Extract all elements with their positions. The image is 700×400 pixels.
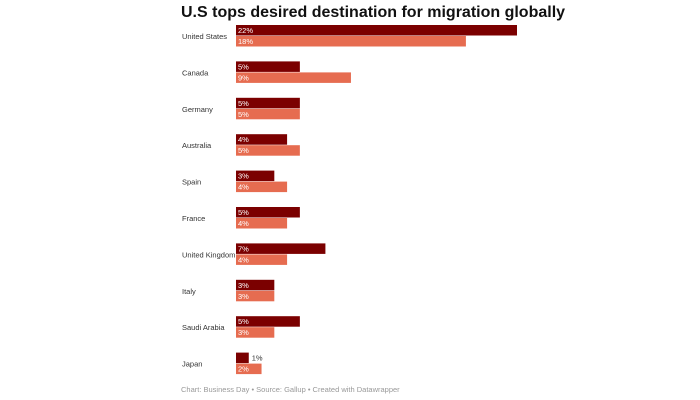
bar [236, 352, 249, 364]
bar [236, 316, 300, 327]
data-label: 22% [238, 26, 253, 35]
bar [236, 363, 262, 375]
bar [236, 170, 275, 182]
bar [236, 72, 351, 83]
data-label: 3% [238, 328, 249, 337]
data-label: 3% [238, 172, 249, 181]
bar [236, 279, 275, 291]
data-label: 5% [238, 99, 249, 108]
data-label: 4% [238, 183, 249, 192]
category-label: France [182, 214, 205, 223]
bar [236, 254, 288, 265]
bar [236, 25, 517, 36]
bar [236, 181, 288, 193]
data-label: 5% [238, 62, 249, 71]
bar [236, 36, 466, 47]
data-label: 2% [238, 365, 249, 374]
data-label: 5% [238, 317, 249, 326]
data-label: 9% [238, 73, 249, 82]
data-label: 5% [238, 110, 249, 119]
bar [236, 290, 275, 302]
category-label: Australia [182, 141, 212, 150]
data-label: 5% [238, 208, 249, 217]
data-label: 7% [238, 244, 249, 253]
category-label: Canada [182, 68, 209, 77]
bar [236, 218, 288, 229]
data-label: 3% [238, 292, 249, 301]
data-label: 4% [238, 135, 249, 144]
data-label: 3% [238, 281, 249, 290]
category-label: United Kingdom [182, 250, 235, 259]
category-label: Saudi Arabia [182, 323, 225, 332]
chart-title: U.S tops desired destination for migrati… [181, 4, 566, 21]
chart-footer: Chart: Business Day • Source: Gallup • C… [181, 385, 400, 394]
data-label: 5% [238, 146, 249, 155]
bar [236, 207, 300, 218]
bar [236, 145, 300, 156]
data-label: 18% [238, 37, 253, 46]
category-label: United States [182, 32, 227, 41]
data-label: 1% [252, 354, 263, 363]
bar [236, 134, 288, 145]
category-label: Spain [182, 178, 201, 187]
category-label: Italy [182, 287, 196, 296]
category-label: Japan [182, 360, 202, 369]
data-label: 4% [238, 219, 249, 228]
bar [236, 97, 300, 109]
bar [236, 243, 326, 254]
bar [236, 108, 300, 120]
category-label: Germany [182, 105, 213, 114]
bar [236, 327, 275, 338]
bar [236, 61, 300, 72]
data-label: 4% [238, 255, 249, 264]
